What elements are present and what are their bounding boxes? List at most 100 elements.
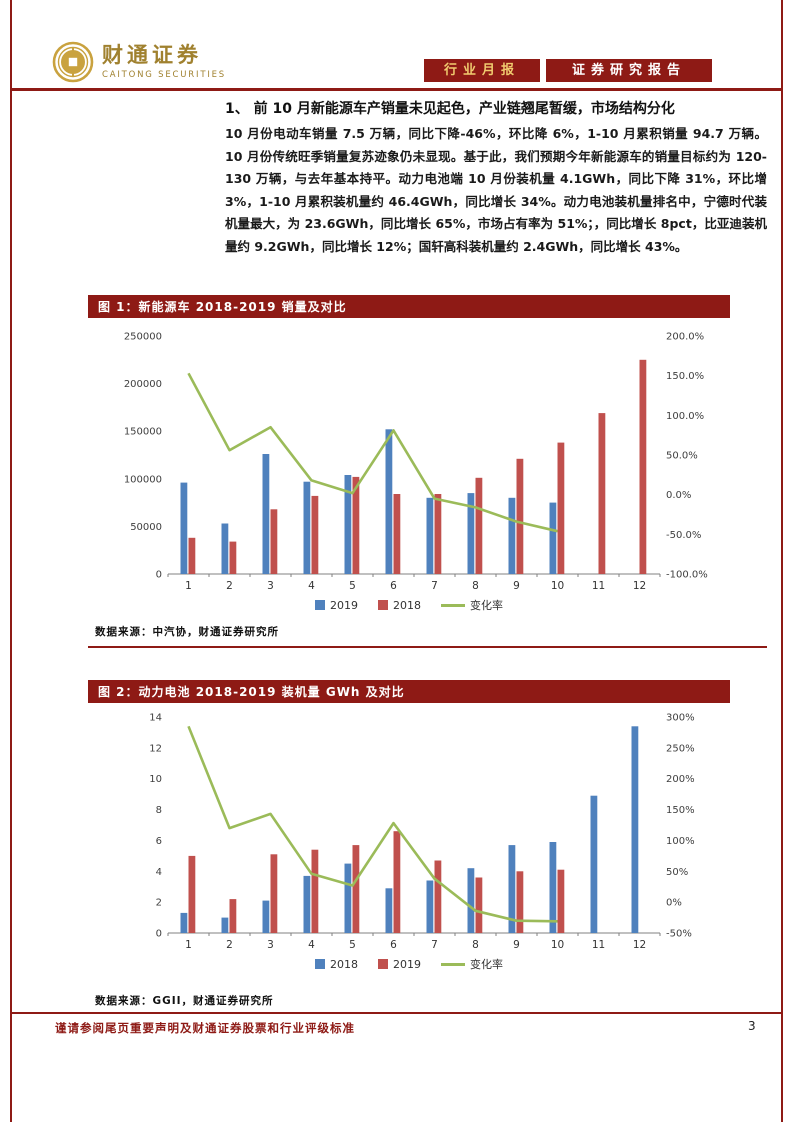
svg-text:150000: 150000 <box>124 427 162 438</box>
caitong-coin-logo-icon <box>52 41 94 83</box>
footer-disclaimer: 谨请参阅尾页重要声明及财通证券股票和行业评级标准 <box>55 1021 355 1035</box>
figure-1-divider-rule <box>88 646 767 648</box>
svg-text:100000: 100000 <box>124 474 162 485</box>
industry-monthly-badge: 行业月报 <box>424 59 540 82</box>
figure-2: 图 2：动力电池 2018-2019 装机量 GWh 及对比 0 2 4 6 8 10 12… <box>88 680 730 973</box>
logo-cn-text: 财通证券 <box>102 43 202 68</box>
svg-text:200%: 200% <box>666 774 695 785</box>
svg-text:250000: 250000 <box>124 332 162 343</box>
svg-text:1: 1 <box>185 580 192 592</box>
svg-text:300%: 300% <box>666 713 695 724</box>
figure-1-source: 数据来源：中汽协，财通证券研究所 <box>95 626 279 638</box>
figure-1-legend: 2019 2018 变化率 <box>88 596 730 614</box>
svg-text:8: 8 <box>472 580 479 592</box>
legend-item: 2019 <box>315 599 358 612</box>
svg-text:10: 10 <box>551 939 564 951</box>
svg-text:2: 2 <box>226 580 233 592</box>
svg-text:8: 8 <box>156 805 162 816</box>
legend-item: 2018 <box>378 599 421 612</box>
svg-text:1: 1 <box>185 939 192 951</box>
figure-2-source: 数据来源：GGII，财通证券研究所 <box>95 995 274 1007</box>
svg-text:9: 9 <box>513 580 520 592</box>
legend-line-sample-icon <box>441 962 465 966</box>
svg-text:3: 3 <box>267 580 274 592</box>
svg-text:5: 5 <box>349 580 356 592</box>
legend-color-swatch-icon <box>378 600 388 610</box>
header-badges: 行业月报 证券研究报告 <box>424 59 712 82</box>
svg-text:200000: 200000 <box>124 379 162 390</box>
legend-item: 2019 <box>378 958 421 971</box>
svg-text:12: 12 <box>633 939 646 951</box>
svg-text:150.0%: 150.0% <box>666 371 704 382</box>
svg-text:200.0%: 200.0% <box>666 332 704 343</box>
legend-label: 变化率 <box>470 599 503 612</box>
legend-label: 2018 <box>330 957 358 971</box>
svg-text:5: 5 <box>349 939 356 951</box>
svg-text:6: 6 <box>156 836 162 847</box>
research-report-badge: 证券研究报告 <box>546 59 712 82</box>
svg-text:6: 6 <box>390 939 397 951</box>
svg-text:11: 11 <box>592 939 605 951</box>
svg-text:6: 6 <box>390 580 397 592</box>
svg-text:50%: 50% <box>666 867 688 878</box>
logo-text-block: 财通证券 CAITONG SECURITIES <box>102 43 226 80</box>
legend-item: 变化率 <box>441 597 503 613</box>
svg-text:4: 4 <box>156 867 162 878</box>
figure-2-title: 图 2：动力电池 2018-2019 装机量 GWh 及对比 <box>98 685 405 699</box>
figure-2-legend: 2018 2019 变化率 <box>88 955 730 973</box>
page-left-border <box>10 0 12 1122</box>
svg-text:7: 7 <box>431 580 438 592</box>
logo-en-text: CAITONG SECURITIES <box>102 69 226 80</box>
figure-1: 图 1：新能源车 2018-2019 销量及对比 0 50000 100000 150… <box>88 295 730 614</box>
legend-label: 2019 <box>393 957 421 971</box>
page-number: 3 <box>748 1019 756 1033</box>
legend-color-swatch-icon <box>315 959 325 969</box>
svg-text:0: 0 <box>156 570 162 581</box>
svg-text:150%: 150% <box>666 805 695 816</box>
svg-text:3: 3 <box>267 939 274 951</box>
svg-text:0%: 0% <box>666 898 682 909</box>
legend-color-swatch-icon <box>378 959 388 969</box>
legend-label: 2019 <box>330 598 358 612</box>
body-paragraph: 10 月份电动车销量 7.5 万辆，同比下降-46%，环比降 6%，1-10 月… <box>225 126 767 254</box>
svg-text:12: 12 <box>633 580 646 592</box>
svg-text:2: 2 <box>226 939 233 951</box>
svg-text:10: 10 <box>551 580 564 592</box>
svg-text:100%: 100% <box>666 836 695 847</box>
svg-text:-50.0%: -50.0% <box>666 530 701 541</box>
page-right-border <box>781 0 783 1122</box>
svg-text:0.0%: 0.0% <box>666 490 691 501</box>
svg-text:14: 14 <box>149 713 162 724</box>
figure-1-title-bar: 图 1：新能源车 2018-2019 销量及对比 <box>88 295 730 318</box>
figure-1-chart-canvas: 0 50000 100000 150000 200000 250000 -100.0% -50… <box>124 332 708 593</box>
company-logo: 财通证券 CAITONG SECURITIES <box>52 41 226 83</box>
svg-text:50000: 50000 <box>130 522 162 533</box>
section-heading: 1、 前 10 月新能源车产销量未见起色，产业链翘尾暂缓，市场结构分化 <box>225 101 675 117</box>
svg-text:4: 4 <box>308 939 315 951</box>
legend-item: 变化率 <box>441 956 503 972</box>
svg-text:9: 9 <box>513 939 520 951</box>
legend-color-swatch-icon <box>315 600 325 610</box>
figure-1-title: 图 1：新能源车 2018-2019 销量及对比 <box>98 300 347 314</box>
svg-text:50.0%: 50.0% <box>666 451 698 462</box>
figure-2-title-bar: 图 2：动力电池 2018-2019 装机量 GWh 及对比 <box>88 680 730 703</box>
svg-text:-50%: -50% <box>666 929 692 940</box>
legend-label: 2018 <box>393 598 421 612</box>
svg-text:0: 0 <box>156 929 162 940</box>
svg-text:2: 2 <box>156 898 162 909</box>
svg-text:8: 8 <box>472 939 479 951</box>
svg-text:12: 12 <box>149 743 162 754</box>
svg-text:7: 7 <box>431 939 438 951</box>
legend-label: 变化率 <box>470 958 503 971</box>
svg-text:100.0%: 100.0% <box>666 411 704 422</box>
footer-divider-rule <box>10 1012 783 1014</box>
legend-item: 2018 <box>315 958 358 971</box>
figure-2-chart-canvas: 02468101214-50%0%50%100%150%200%250%300%… <box>149 713 695 952</box>
svg-text:4: 4 <box>308 580 315 592</box>
svg-text:10: 10 <box>149 774 162 785</box>
svg-text:11: 11 <box>592 580 605 592</box>
svg-text:250%: 250% <box>666 743 695 754</box>
legend-line-sample-icon <box>441 603 465 607</box>
svg-text:-100.0%: -100.0% <box>666 570 708 581</box>
